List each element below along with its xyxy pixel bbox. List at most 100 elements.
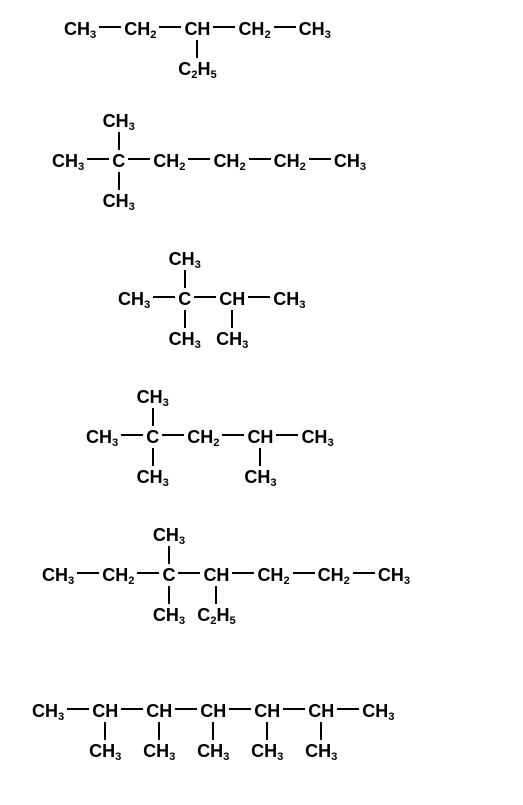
substituent-CH3: CH3 [216,330,248,348]
atom-CH2: CH2 [153,152,185,170]
bond-vertical [212,722,214,740]
atom-CH3: CH3 [362,702,394,720]
bond-horizontal [121,434,143,436]
substituent-CH3: CH3 [169,330,201,348]
structure-s5: CH3CH2CCHCH2CH2CH3CH3CH3C2H5 [42,564,410,585]
atom-C: C [112,152,125,170]
atom-CH3: CH3 [378,566,410,584]
bond-horizontal [248,296,270,298]
atom-CH3: CH3 [42,566,74,584]
bond-horizontal [229,708,251,710]
atom-CH2: CH2 [257,566,289,584]
atom-CH: CH [308,702,334,720]
atom-C: C [146,428,159,446]
bond-horizontal [213,26,235,28]
atom-CH: CH [200,702,226,720]
bond-vertical [104,722,106,740]
bond-vertical [215,586,217,604]
bond-horizontal [99,26,121,28]
bond-vertical [259,448,261,466]
atom-CH: CH [247,428,273,446]
atom-CH2: CH2 [102,566,134,584]
bond-horizontal [188,158,210,160]
bond-vertical [320,722,322,740]
substituent-CH3: CH3 [153,526,185,544]
bond-vertical [152,448,154,466]
bond-horizontal [162,434,184,436]
substituent-CH3: CH3 [103,192,135,210]
bond-horizontal [128,158,150,160]
atom-CH2: CH2 [187,428,219,446]
atom-CH3: CH3 [301,428,333,446]
bond-vertical [118,132,120,150]
bond-horizontal [249,158,271,160]
bond-horizontal [153,296,175,298]
atom-CH3: CH3 [118,290,150,308]
bond-vertical [152,408,154,426]
atom-CH2: CH2 [213,152,245,170]
atom-C: C [162,566,175,584]
substituent-C2H5: C2H5 [178,60,216,78]
atom-CH: CH [146,702,172,720]
bond-horizontal [276,434,298,436]
atom-CH: CH [219,290,245,308]
bond-horizontal [121,708,143,710]
bond-horizontal [222,434,244,436]
bond-horizontal [175,708,197,710]
bond-horizontal [67,708,89,710]
substituent-CH3: CH3 [137,388,169,406]
substituent-CH3: CH3 [89,742,121,760]
atom-CH2: CH2 [124,20,156,38]
bond-vertical [118,172,120,190]
atom-C: C [178,290,191,308]
bond-horizontal [159,26,181,28]
substituent-CH3: CH3 [197,742,229,760]
bond-horizontal [283,708,305,710]
bond-vertical [231,310,233,328]
bond-horizontal [87,158,109,160]
structure-s2: CH3CCH2CH2CH2CH3CH3CH3 [52,150,366,171]
atom-CH2: CH2 [238,20,270,38]
bond-vertical [184,270,186,288]
substituent-CH3: CH3 [244,468,276,486]
bond-horizontal [77,572,99,574]
bond-horizontal [353,572,375,574]
bond-horizontal [178,572,200,574]
structure-s6: CH3CHCHCHCHCHCH3CH3CH3CH3CH3CH3 [32,700,394,721]
bond-horizontal [137,572,159,574]
bond-horizontal [232,572,254,574]
bond-horizontal [309,158,331,160]
bond-vertical [158,722,160,740]
bond-horizontal [274,26,296,28]
atom-CH3: CH3 [299,20,331,38]
atom-CH3: CH3 [273,290,305,308]
substituent-CH3: CH3 [143,742,175,760]
atom-CH2: CH2 [318,566,350,584]
bond-vertical [196,40,198,58]
atom-CH2: CH2 [274,152,306,170]
bond-vertical [184,310,186,328]
structure-s3: CH3CCHCH3CH3CH3CH3 [118,288,305,309]
atom-CH: CH [92,702,118,720]
substituent-CH3: CH3 [305,742,337,760]
atom-CH3: CH3 [334,152,366,170]
atom-CH: CH [254,702,280,720]
atom-CH3: CH3 [86,428,118,446]
atom-CH3: CH3 [64,20,96,38]
atom-CH3: CH3 [52,152,84,170]
substituent-CH3: CH3 [137,468,169,486]
substituent-CH3: CH3 [153,606,185,624]
structure-s4: CH3CCH2CHCH3CH3CH3CH3 [86,426,334,447]
bond-horizontal [194,296,216,298]
bond-vertical [168,586,170,604]
structure-s1: CH3CH2CHCH2CH3C2H5 [64,18,331,39]
bond-vertical [266,722,268,740]
bond-horizontal [337,708,359,710]
substituent-CH3: CH3 [251,742,283,760]
substituent-C2H5: C2H5 [197,606,235,624]
bond-horizontal [293,572,315,574]
substituent-CH3: CH3 [169,250,201,268]
atom-CH3: CH3 [32,702,64,720]
atom-CH: CH [184,20,210,38]
bond-vertical [168,546,170,564]
